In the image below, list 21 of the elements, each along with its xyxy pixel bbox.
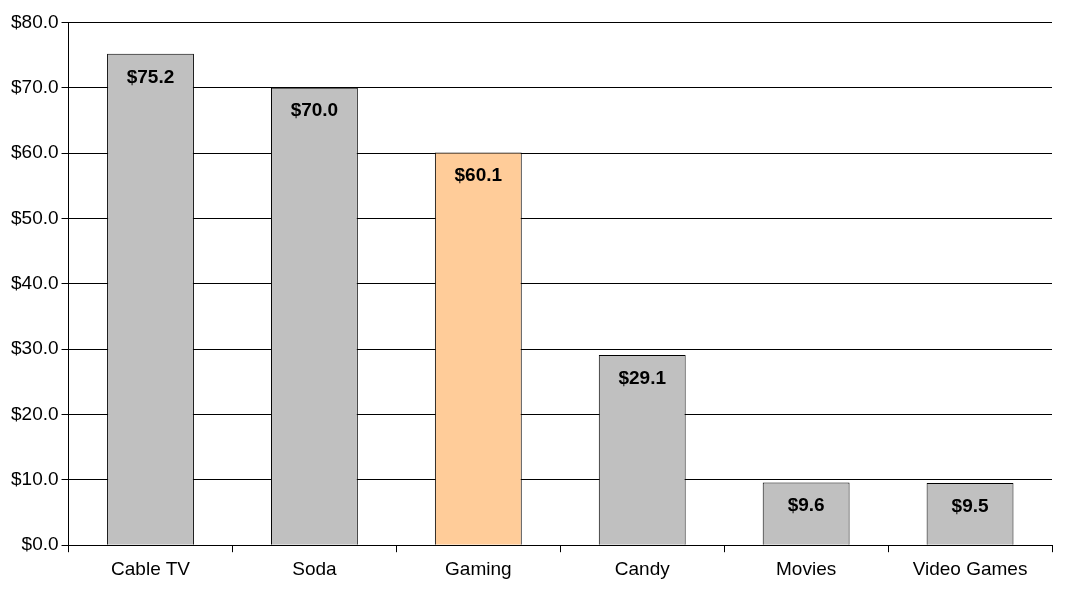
- x-tick-label: Candy: [614, 557, 671, 579]
- data-label: $9.6: [787, 494, 825, 516]
- data-label: $9.5: [951, 494, 989, 516]
- data-label: $29.1: [618, 366, 667, 388]
- data-label: $60.1: [454, 164, 503, 186]
- y-tick-label: $10.0: [11, 468, 59, 490]
- y-tick-label: $80.0: [11, 10, 59, 32]
- y-tick-label: $30.0: [11, 337, 59, 359]
- y-tick-label: $70.0: [11, 75, 59, 97]
- data-label: $70.0: [290, 99, 339, 121]
- y-tick-label: $40.0: [11, 272, 59, 294]
- x-tick-label: Gaming: [445, 557, 512, 579]
- x-tick-label: Video Games: [912, 557, 1028, 579]
- x-tick-label: Movies: [776, 557, 837, 579]
- y-tick-label: $50.0: [11, 206, 59, 228]
- x-tick-label: Cable TV: [111, 557, 191, 579]
- y-tick-label: $20.0: [11, 402, 59, 424]
- y-tick-label: $60.0: [11, 141, 59, 163]
- x-tick-label: Soda: [292, 557, 338, 579]
- data-label: $75.2: [126, 65, 175, 87]
- y-tick-label: $0.0: [21, 533, 59, 555]
